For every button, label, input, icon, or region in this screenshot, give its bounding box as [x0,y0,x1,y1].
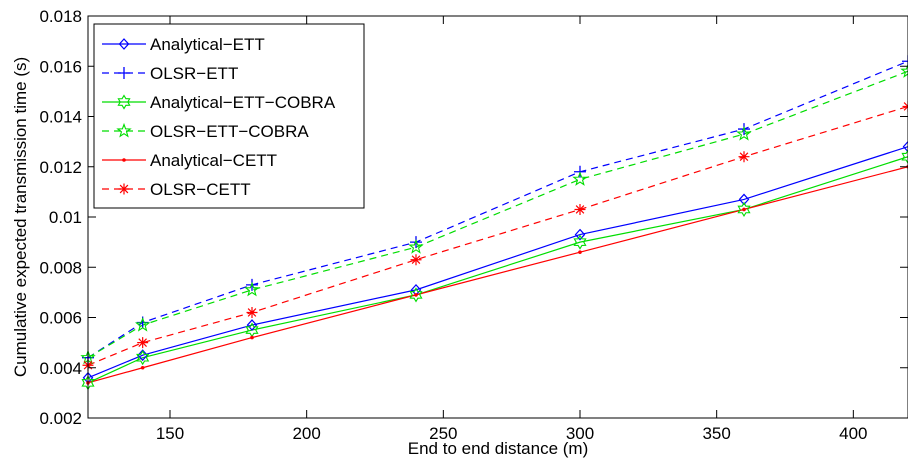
asterisk-marker [738,151,750,163]
dot-marker [742,207,746,212]
data-point [246,306,258,318]
legend: Analytical−ETT OLSR−ETT Analytical−ETT−COB… [93,23,365,209]
data-point [246,319,258,331]
asterisk-marker [118,183,130,195]
y-tick-label: 0.012 [39,158,82,177]
data-point [140,365,145,370]
data-point [574,203,586,215]
y-tick-label: 0.014 [39,108,82,127]
legend-marker [118,183,130,195]
data-point [573,234,587,250]
x-tick-label: 300 [566,424,594,443]
data-point [137,337,149,349]
data-point [901,149,908,165]
x-tick-label: 250 [429,424,457,443]
legend-marker [122,158,126,162]
diamond-marker [738,193,750,206]
x-tick-label: 150 [156,424,184,443]
dot-marker [140,365,145,370]
asterisk-marker [246,306,258,318]
legend-label: OLSR−ETT [150,64,238,83]
y-tick-label: 0.018 [39,7,82,26]
x-axis-label: End to end distance (m) [408,439,588,458]
hexagram-marker [409,287,423,303]
data-point [738,151,750,163]
y-tick-label: 0.016 [39,57,82,76]
dot-marker [250,335,254,340]
legend-box [93,23,365,209]
legend-label: OLSR−ETT−COBRA [150,122,309,141]
plus-marker [902,55,908,68]
pentagram-marker [116,122,132,138]
hexagram-marker [737,201,751,218]
y-tick-label: 0.002 [39,409,82,428]
pentagram-marker [736,126,752,141]
hexagram-marker [117,94,131,110]
asterisk-marker [574,203,586,215]
dot-marker [578,250,582,254]
data-point [244,281,260,297]
series-line-0 [87,146,908,379]
pentagram-marker [900,63,908,78]
data-point [902,55,908,68]
data-point [250,335,254,340]
legend-label: Analytical−CETT [150,151,277,170]
data-point [900,63,908,78]
data-point [736,126,752,141]
data-point [574,228,586,241]
data-point [572,171,588,186]
data-point [136,350,150,366]
legend-marker [118,67,130,79]
diamond-marker [246,319,258,331]
series-markers [80,55,908,391]
y-tick-label: 0.004 [39,359,82,378]
asterisk-marker [137,337,149,349]
legend-label: Analytical−ETT−COBRA [150,93,336,112]
data-point [408,239,424,254]
legend-marker [117,94,131,110]
data-point [414,293,418,297]
legend-marker [118,38,130,50]
data-point [137,349,148,362]
diamond-marker [118,38,130,50]
data-point [578,250,582,254]
hexagram-marker [901,149,908,165]
dot-marker [122,158,126,162]
diamond-marker [574,228,586,241]
hexagram-marker [573,234,587,250]
y-tick-label: 0.01 [49,208,82,227]
diamond-marker [902,140,908,153]
plus-marker [118,67,130,79]
data-point [738,193,750,206]
pentagram-marker [572,171,588,186]
axes: 150 200 250 300 350 400 0.002 0.004 0.006 0.008 0.… [39,7,908,443]
y-axis-label: Cumulative expected transmission time (s… [11,57,30,377]
data-point [134,316,151,332]
legend-label: Analytical−ETT [150,35,265,54]
y-tick-label: 0.008 [39,258,82,277]
data-point [742,207,746,212]
data-point [902,140,908,153]
data-point [737,201,751,218]
dot-marker [414,293,418,297]
data-point [410,254,422,266]
pentagram-marker [134,316,151,332]
diamond-marker [137,349,148,362]
legend-marker [116,122,132,138]
legend-label: OLSR−CETT [150,180,251,199]
x-tick-label: 400 [839,424,867,443]
asterisk-marker [410,254,422,266]
y-tick-label: 0.006 [39,309,82,328]
pentagram-marker [408,239,424,254]
x-tick-label: 200 [292,424,320,443]
hexagram-marker [136,350,150,366]
x-tick-label: 350 [702,424,730,443]
data-point [409,287,423,303]
pentagram-marker [244,281,260,297]
